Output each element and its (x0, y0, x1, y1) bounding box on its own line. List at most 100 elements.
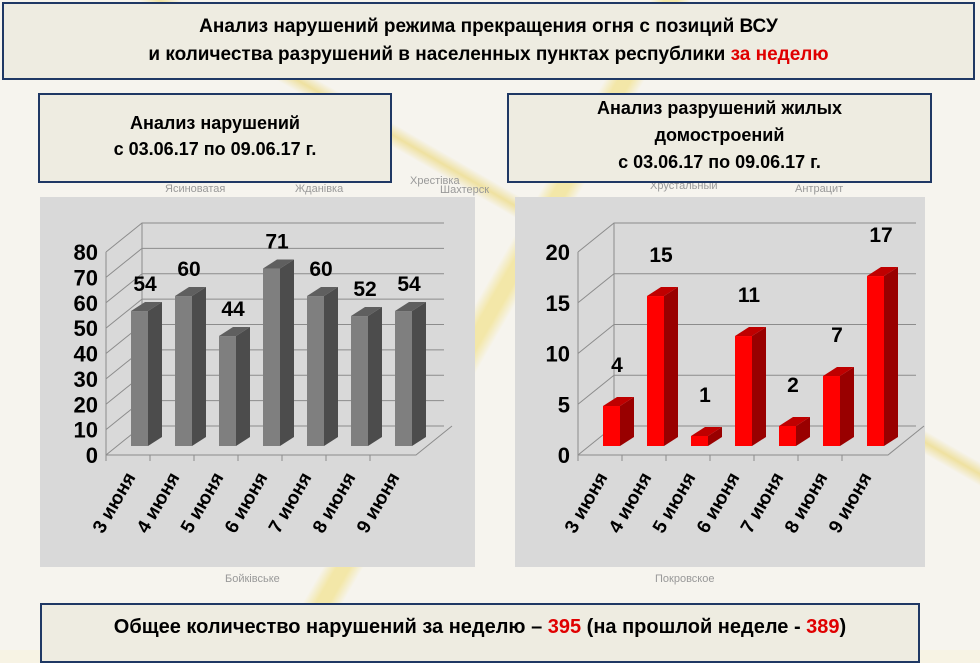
title-line-1: Анализ нарушений режима прекращения огня… (199, 16, 778, 37)
bar-side (236, 327, 250, 446)
data-label: 11 (738, 284, 761, 307)
destruction-chart-panel: 0 5 10 15 20 3 июня 4 4 июня 15 5 июня 1 6 июня 11 7 … (515, 197, 925, 567)
right-title-line-2: домостроений (654, 125, 785, 145)
bar-side (884, 267, 898, 446)
bar-top (691, 427, 722, 437)
map-label: Покровское (655, 573, 715, 585)
y-tick-label: 10 (74, 418, 98, 443)
bar-side (324, 287, 338, 446)
data-label: 54 (133, 273, 157, 296)
x-tick-label: 9 июня (825, 469, 876, 537)
bar-top (131, 302, 162, 312)
bar-side (840, 367, 854, 446)
bar (175, 296, 192, 446)
bar (395, 311, 412, 446)
y-tick-label: 60 (74, 291, 98, 316)
y-tick-label: 10 (546, 342, 570, 367)
title-highlight: за неделю (730, 44, 829, 65)
right-title-line-3: с 03.06.17 по 09.06.17 г. (618, 152, 821, 172)
bar-side (368, 307, 382, 446)
bar (691, 436, 708, 446)
map-label: Шахтерск (440, 184, 490, 196)
bar-side (280, 259, 294, 446)
summary-total: 395 (547, 616, 582, 638)
data-label: 54 (397, 273, 421, 296)
left-chart-title: Анализ нарушений с 03.06.17 по 09.06.17 … (38, 93, 392, 183)
summary-text: ) (839, 616, 847, 638)
bar (779, 426, 796, 446)
map-label: Хрустальный (650, 180, 718, 192)
bar-side (796, 417, 810, 446)
bar-side (412, 302, 426, 446)
y-tick-label: 20 (74, 392, 98, 417)
map-label: Антрацит (795, 183, 844, 195)
bar-side (192, 287, 206, 446)
data-label: 52 (353, 278, 376, 301)
bar-top (219, 327, 250, 337)
bar-top (647, 287, 678, 297)
data-label: 44 (221, 298, 245, 321)
gridline (577, 222, 916, 253)
left-title-line-1: Анализ нарушений (130, 113, 300, 133)
right-chart-title: Анализ разрушений жилых домостроений с 0… (507, 93, 932, 183)
violations-chart-panel: 0 10 20 30 40 50 60 70 80 3 июня 54 4 июня 60 5 июня 4… (40, 197, 475, 567)
y-tick-label: 20 (546, 240, 570, 265)
data-label: 17 (869, 224, 892, 247)
bar (867, 276, 884, 446)
bar (351, 316, 368, 446)
data-label: 4 (611, 354, 623, 377)
x-axis (106, 425, 453, 456)
data-label: 7 (831, 324, 843, 347)
bar-top (351, 307, 382, 317)
bar-top (823, 367, 854, 377)
bar-top (307, 287, 338, 297)
bar (263, 268, 280, 446)
bar-top (735, 327, 766, 337)
left-title-line-2: с 03.06.17 по 09.06.17 г. (113, 139, 317, 159)
bar-side (620, 397, 634, 446)
bar (647, 296, 664, 446)
bar-side (752, 327, 766, 446)
map-label: Ясиноватая (165, 183, 226, 195)
bar-side (664, 287, 678, 446)
x-axis (578, 425, 925, 456)
title-text: и количества разрушений в населенных пун… (148, 44, 731, 65)
y-tick-label: 70 (74, 265, 98, 290)
map-label: Бойківське (225, 573, 280, 585)
data-label: 60 (309, 258, 332, 281)
x-tick-label: 9 июня (353, 469, 404, 537)
bar (823, 376, 840, 446)
y-tick-label: 5 (558, 392, 570, 417)
y-tick-label: 0 (558, 443, 570, 468)
map-label: Жданівка (295, 183, 344, 195)
y-tick-label: 0 (86, 443, 98, 468)
data-label: 15 (649, 244, 673, 267)
bar (131, 311, 148, 446)
y-tick-label: 30 (74, 367, 98, 392)
bar (219, 336, 236, 446)
data-label: 71 (265, 231, 289, 254)
y-tick-label: 80 (74, 240, 98, 265)
data-label: 1 (699, 384, 711, 407)
summary-box: Общее количество нарушений за неделю – 3… (40, 603, 920, 663)
bar-top (867, 267, 898, 277)
bar (603, 406, 620, 446)
y-tick-label: 50 (74, 316, 98, 341)
bar-side (708, 427, 722, 446)
bar-top (779, 417, 810, 427)
title-line-2: и количества разрушений в населенных пун… (4, 41, 973, 69)
y-tick-label: 40 (74, 342, 98, 367)
bar-side (148, 302, 162, 446)
map-label: Хрестівка (410, 175, 460, 187)
summary-text: (на прошлой неделе - (581, 616, 807, 638)
bar-top (263, 259, 294, 269)
data-label: 60 (177, 258, 200, 281)
summary-previous: 389 (806, 616, 840, 638)
bar-top (395, 302, 426, 312)
summary-text: Общее количество нарушений за неделю – (113, 616, 548, 638)
slide-title: Анализ нарушений режима прекращения огня… (2, 2, 975, 80)
bar-top (603, 397, 634, 407)
y-tick-label: 15 (546, 291, 570, 316)
